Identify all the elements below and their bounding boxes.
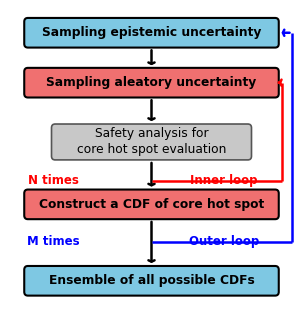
Text: Sampling epistemic uncertainty: Sampling epistemic uncertainty [42,26,261,39]
Text: Safety analysis for
core hot spot evaluation: Safety analysis for core hot spot evalua… [77,128,226,156]
Text: N times: N times [28,174,78,188]
Text: Sampling aleatory uncertainty: Sampling aleatory uncertainty [46,76,257,89]
Text: Inner loop: Inner loop [191,174,258,188]
FancyBboxPatch shape [24,190,279,219]
Text: M times: M times [27,235,79,248]
FancyBboxPatch shape [24,266,279,296]
FancyBboxPatch shape [52,124,251,160]
Text: Construct a CDF of core hot spot: Construct a CDF of core hot spot [39,198,264,211]
Text: Ensemble of all possible CDFs: Ensemble of all possible CDFs [48,274,255,287]
FancyBboxPatch shape [24,18,279,47]
FancyBboxPatch shape [24,68,279,97]
Text: Outer loop: Outer loop [189,235,259,248]
